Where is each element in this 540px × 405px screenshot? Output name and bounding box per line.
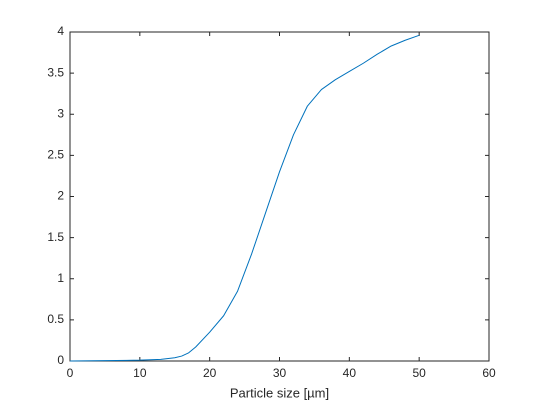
x-tick-label: 40 [343,366,357,380]
y-tick-label: 0.5 [47,312,64,326]
y-tick-label: 0 [57,353,64,367]
x-tick-label: 10 [133,366,147,380]
x-axis-label: Particle size [µm] [230,385,329,400]
y-tick-label: 1 [57,271,64,285]
x-tick-label: 60 [482,366,496,380]
x-tick-label: 50 [412,366,426,380]
x-tick-label: 30 [273,366,287,380]
y-tick-label: 1.5 [47,230,64,244]
axes-box [69,31,490,362]
y-tick-label: 4 [57,24,64,38]
y-tick-label: 3 [57,106,64,120]
data-line [69,34,420,362]
y-tick-label: 2.5 [47,148,64,162]
y-tick-label: 2 [57,189,64,203]
y-tick-label: 3.5 [47,65,64,79]
x-tick-label: 20 [203,366,217,380]
x-tick-label: 0 [67,366,74,380]
